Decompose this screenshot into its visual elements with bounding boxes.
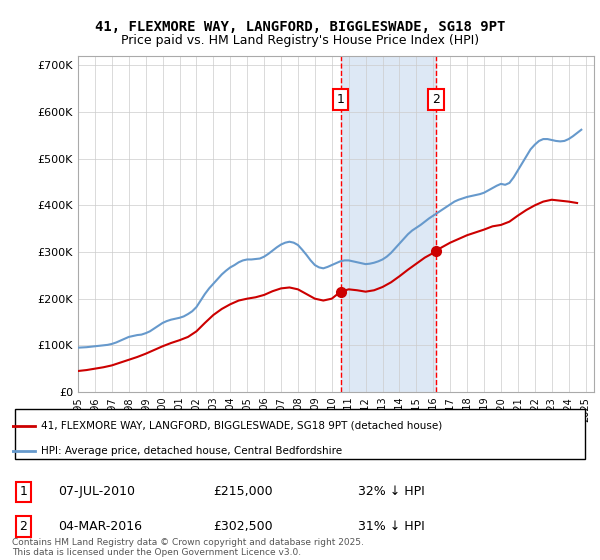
- Text: 1: 1: [20, 486, 28, 498]
- Text: 07-JUL-2010: 07-JUL-2010: [58, 486, 135, 498]
- FancyBboxPatch shape: [15, 409, 585, 459]
- Text: 04-MAR-2016: 04-MAR-2016: [58, 520, 142, 533]
- Text: £302,500: £302,500: [214, 520, 273, 533]
- Text: 2: 2: [20, 520, 28, 533]
- Text: 32% ↓ HPI: 32% ↓ HPI: [358, 486, 424, 498]
- Text: 41, FLEXMORE WAY, LANGFORD, BIGGLESWADE, SG18 9PT: 41, FLEXMORE WAY, LANGFORD, BIGGLESWADE,…: [95, 20, 505, 34]
- Text: HPI: Average price, detached house, Central Bedfordshire: HPI: Average price, detached house, Cent…: [41, 446, 342, 456]
- Text: 41, FLEXMORE WAY, LANGFORD, BIGGLESWADE, SG18 9PT (detached house): 41, FLEXMORE WAY, LANGFORD, BIGGLESWADE,…: [41, 421, 442, 431]
- Text: 31% ↓ HPI: 31% ↓ HPI: [358, 520, 424, 533]
- Bar: [341, 56, 436, 392]
- Text: Contains HM Land Registry data © Crown copyright and database right 2025.
This d: Contains HM Land Registry data © Crown c…: [12, 538, 364, 557]
- Text: 2: 2: [432, 93, 440, 106]
- Text: 1: 1: [337, 93, 344, 106]
- Text: £215,000: £215,000: [214, 486, 273, 498]
- Text: Price paid vs. HM Land Registry's House Price Index (HPI): Price paid vs. HM Land Registry's House …: [121, 34, 479, 46]
